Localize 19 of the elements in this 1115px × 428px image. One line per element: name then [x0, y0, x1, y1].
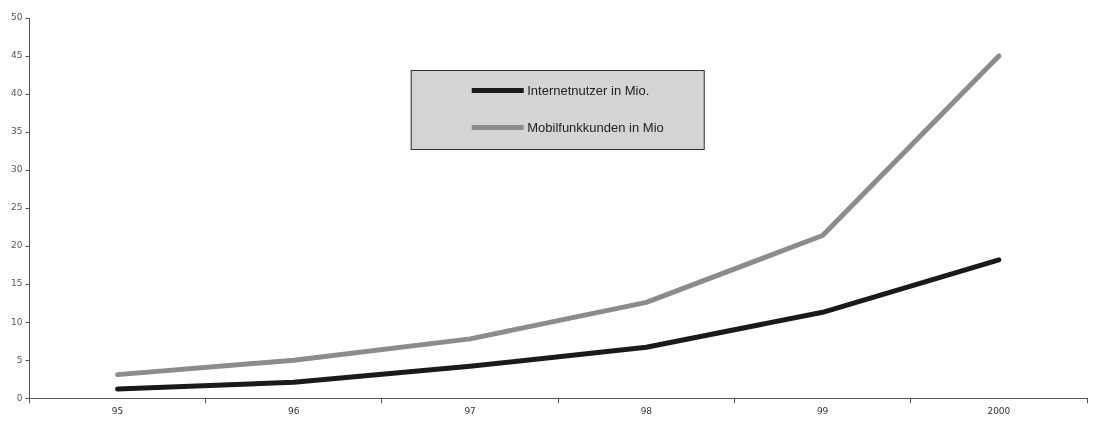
y-tick-label: 45 — [11, 50, 23, 61]
x-tick-label: 98 — [640, 405, 653, 416]
y-tick-label: 20 — [11, 240, 23, 251]
y-tick-label: 10 — [11, 316, 23, 327]
legend-label: Internetnutzer in Mio. — [527, 83, 650, 98]
y-tick-label: 5 — [16, 354, 23, 365]
y-tick-label: 15 — [11, 278, 23, 289]
y-tick-label: 25 — [11, 202, 23, 213]
y-tick-label: 35 — [11, 126, 23, 137]
y-tick-label: 0 — [16, 392, 23, 403]
y-tick-label: 50 — [11, 12, 23, 23]
x-tick-label: 2000 — [987, 405, 1011, 416]
x-tick-label: 97 — [464, 405, 476, 416]
legend-label: Mobilfunkkunden in Mio — [527, 120, 664, 135]
x-tick-label: 95 — [111, 405, 124, 416]
x-tick-label: 99 — [816, 405, 829, 416]
y-tick-label: 30 — [11, 164, 23, 175]
x-tick-label: 96 — [288, 405, 300, 416]
y-tick-label: 40 — [11, 88, 23, 99]
